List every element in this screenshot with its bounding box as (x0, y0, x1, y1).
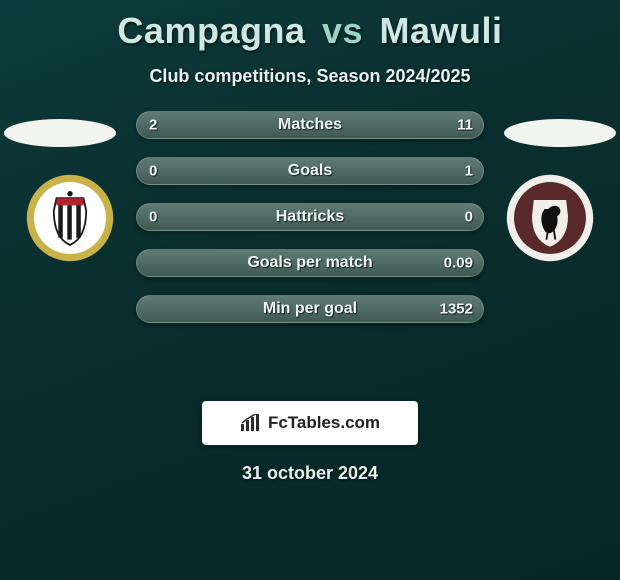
stat-left-value: 2 (149, 117, 157, 134)
date-label: 31 october 2024 (0, 463, 620, 484)
stat-right-value: 0 (465, 209, 473, 226)
stat-row-goals: 0 Goals 1 (136, 157, 484, 185)
stat-left-value: 0 (149, 163, 157, 180)
stat-right-value: 0.09 (444, 255, 473, 272)
stat-row-matches: 2 Matches 11 (136, 111, 484, 139)
player2-name: Mawuli (380, 10, 503, 51)
stat-row-min-per-goal: Min per goal 1352 (136, 295, 484, 323)
comparison-panel: 2 Matches 11 0 Goals 1 0 Hattricks 0 Goa… (0, 111, 620, 371)
club-badge-left (20, 173, 120, 263)
shield-icon (500, 173, 600, 263)
stat-right-value: 1352 (440, 301, 473, 318)
stat-label: Matches (278, 116, 342, 134)
player2-ellipse (504, 119, 616, 147)
stat-label: Min per goal (263, 300, 357, 318)
player1-ellipse (4, 119, 116, 147)
stat-row-hattricks: 0 Hattricks 0 (136, 203, 484, 231)
club-badge-right (500, 173, 600, 263)
bar-chart-icon (240, 414, 262, 432)
stat-label: Hattricks (276, 208, 344, 226)
stat-row-goals-per-match: Goals per match 0.09 (136, 249, 484, 277)
subtitle: Club competitions, Season 2024/2025 (0, 66, 620, 87)
shield-icon (20, 173, 120, 263)
stat-rows: 2 Matches 11 0 Goals 1 0 Hattricks 0 Goa… (136, 111, 484, 323)
stat-label: Goals per match (247, 254, 372, 272)
player1-name: Campagna (117, 10, 305, 51)
stat-right-value: 11 (457, 117, 473, 134)
stat-left-value: 0 (149, 209, 157, 226)
vs-label: vs (322, 10, 363, 51)
stat-label: Goals (288, 162, 332, 180)
brand-label: FcTables.com (268, 413, 380, 433)
brand-box[interactable]: FcTables.com (202, 401, 418, 445)
stat-right-value: 1 (465, 163, 473, 180)
page-title: Campagna vs Mawuli (0, 0, 620, 52)
